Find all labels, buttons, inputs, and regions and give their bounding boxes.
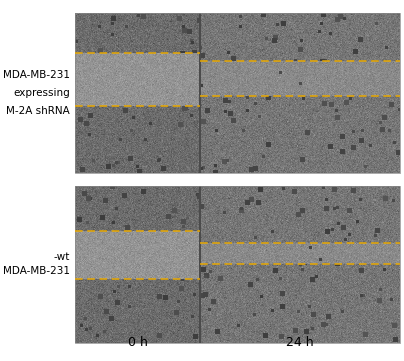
Text: 24 h: 24 h (286, 336, 314, 349)
Bar (75, 186, 400, 343)
Text: -wt: -wt (54, 252, 70, 261)
Text: MDA-MB-231: MDA-MB-231 (3, 265, 70, 275)
Text: 0 h: 0 h (128, 336, 147, 349)
Bar (75, 13, 400, 173)
Text: M-2A shRNA: M-2A shRNA (6, 106, 70, 116)
Text: expressing: expressing (13, 88, 70, 98)
Text: MDA-MB-231: MDA-MB-231 (3, 70, 70, 80)
